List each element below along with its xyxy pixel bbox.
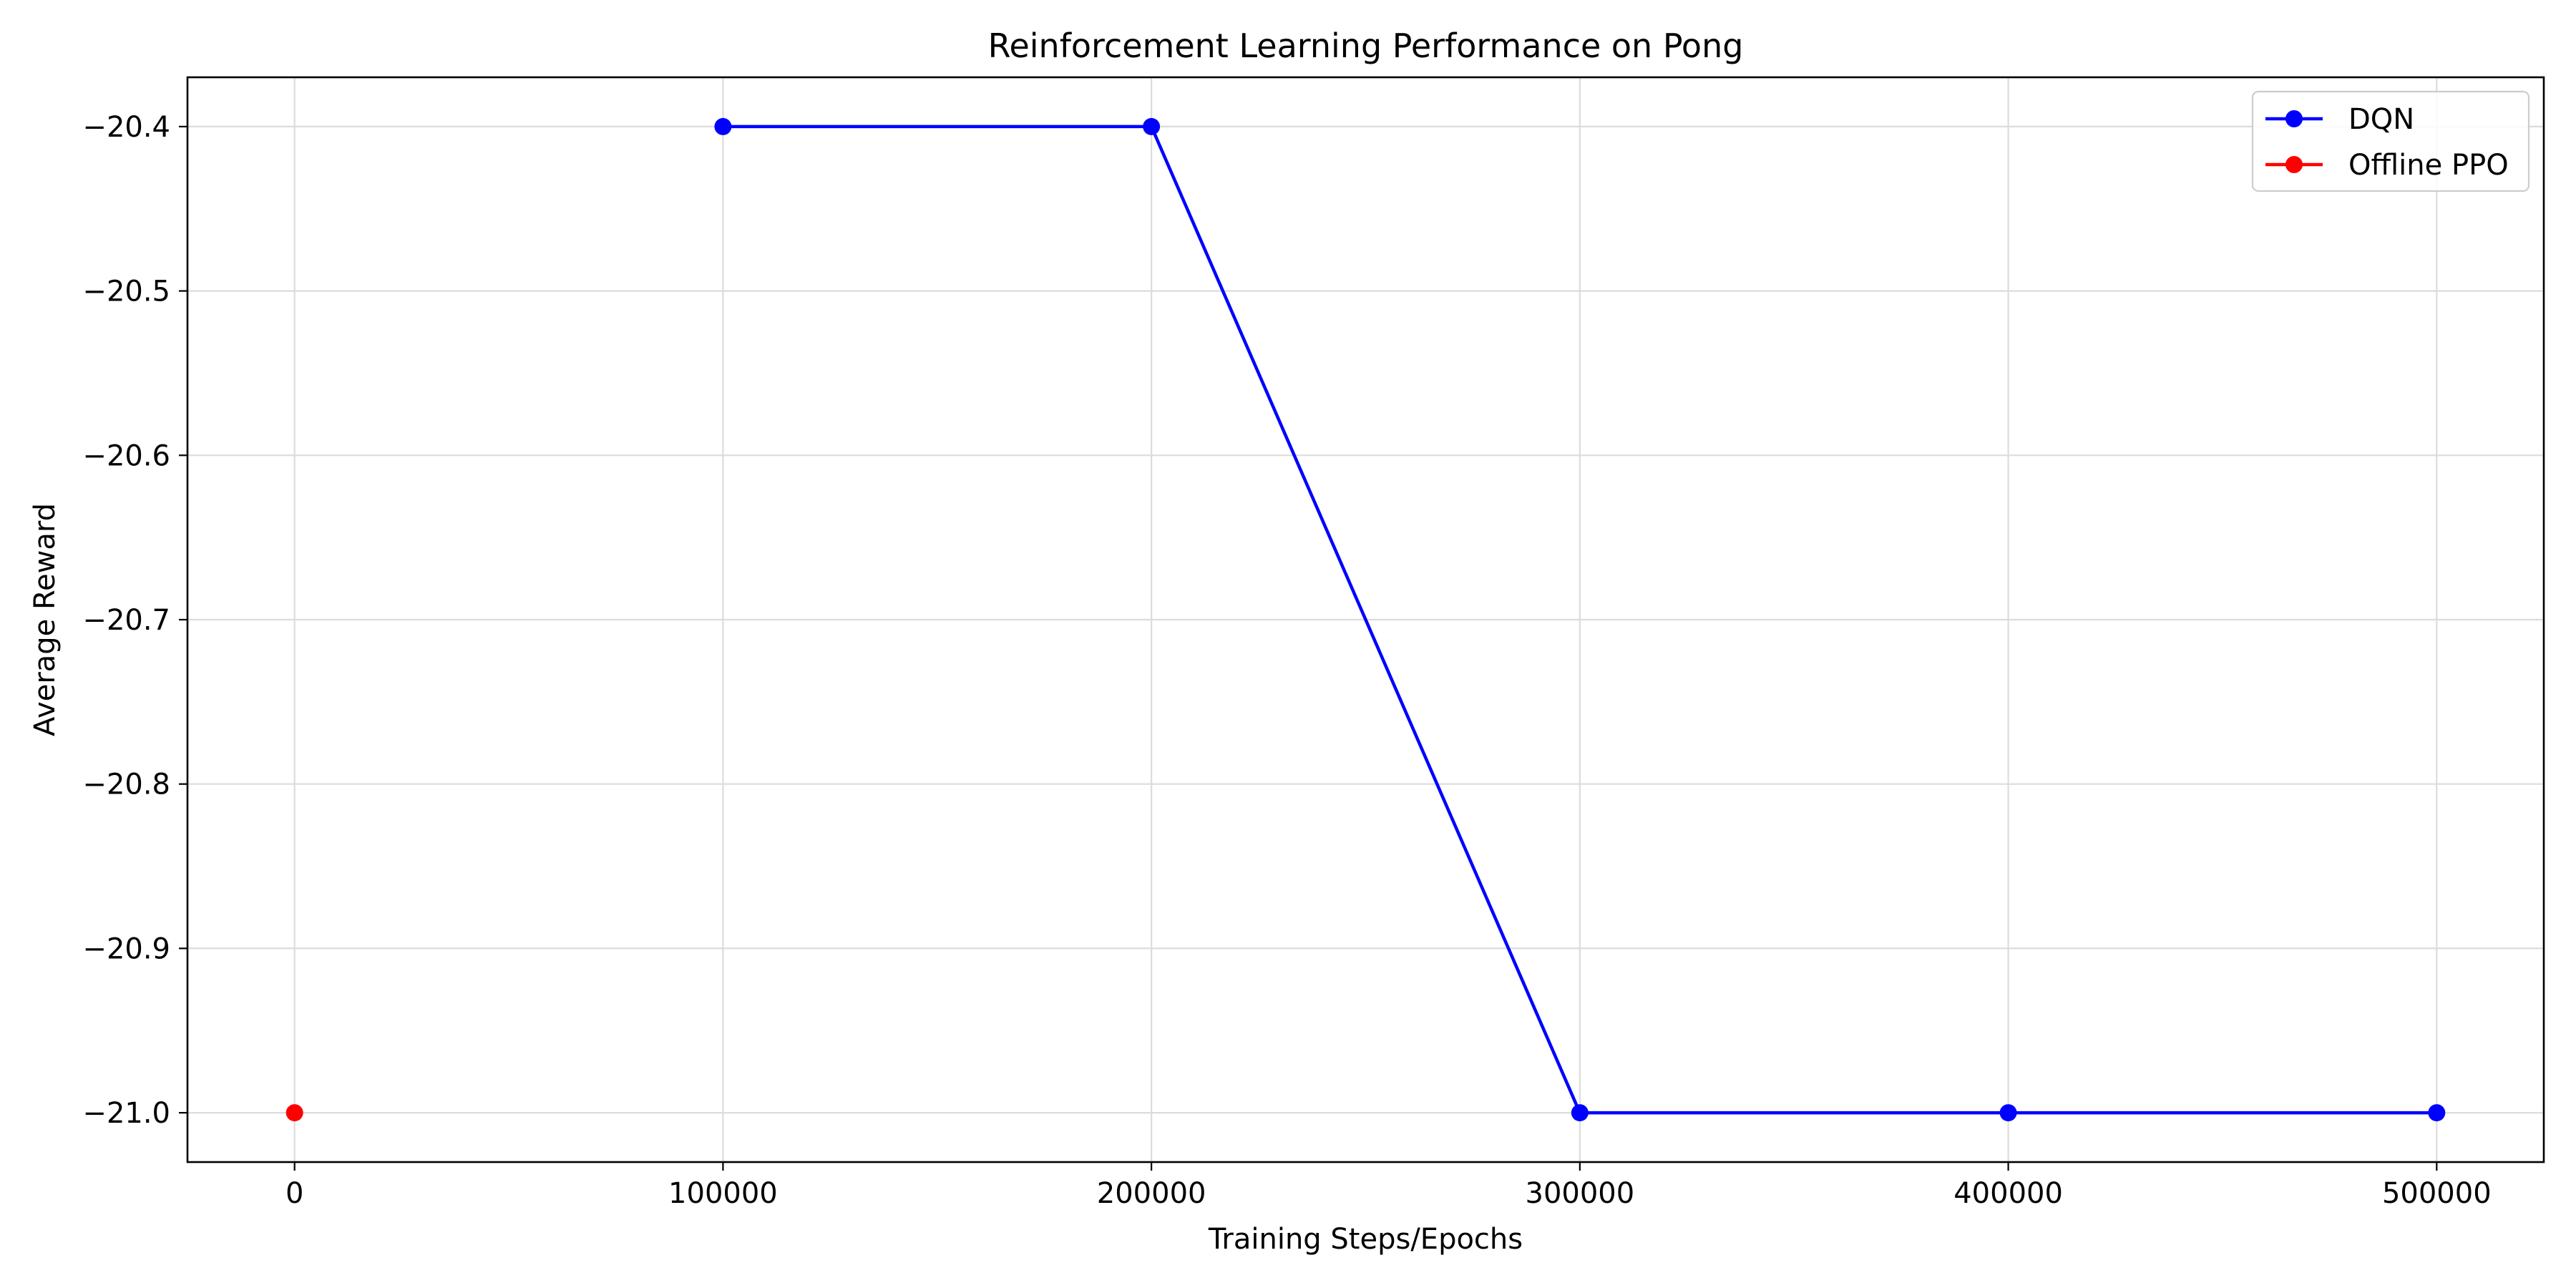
axes-layer: 0 100000 200000 300000 400000 500000 −20.4 −20.…: [82, 111, 2491, 1210]
chart-title: Reinforcement Learning Performance on Po…: [988, 26, 1744, 65]
y-tick-label: −20.6: [82, 439, 170, 472]
y-tick-label: −21.0: [82, 1097, 170, 1130]
legend-marker: [2285, 156, 2303, 173]
x-tick-label: 400000: [1953, 1177, 2063, 1210]
y-tick-label: −20.5: [82, 275, 170, 308]
y-axis-label: Average Reward: [29, 503, 62, 736]
x-tick-label: 500000: [2382, 1177, 2492, 1210]
legend-label: DQN: [2348, 103, 2414, 136]
legend-marker: [2285, 110, 2303, 127]
data-point: [1999, 1104, 2017, 1122]
series-offline-ppo: [286, 1104, 303, 1122]
x-tick-label: 0: [286, 1177, 303, 1210]
series-dqn: [714, 117, 2446, 1122]
x-tick-label: 200000: [1097, 1177, 1206, 1210]
data-point: [1571, 1104, 1589, 1122]
x-axis-label: Training Steps/Epochs: [1208, 1223, 1523, 1256]
data-point: [286, 1104, 303, 1122]
legend-entry: DQN: [2265, 103, 2414, 136]
data-point: [2428, 1104, 2446, 1122]
x-tick-label: 100000: [668, 1177, 778, 1210]
data-point: [1143, 117, 1161, 135]
y-tick-label: −20.7: [82, 604, 170, 637]
y-tick-label: −20.8: [82, 769, 170, 801]
x-tick-label: 300000: [1526, 1177, 1635, 1210]
series-layer: [286, 117, 2446, 1122]
y-tick-label: −20.9: [82, 932, 170, 965]
data-point: [714, 117, 732, 135]
y-tick-label: −20.4: [82, 111, 170, 144]
legend-entry: Offline PPO: [2265, 149, 2509, 182]
legend: DQN Offline PPO: [2251, 90, 2530, 192]
legend-label: Offline PPO: [2348, 149, 2509, 182]
